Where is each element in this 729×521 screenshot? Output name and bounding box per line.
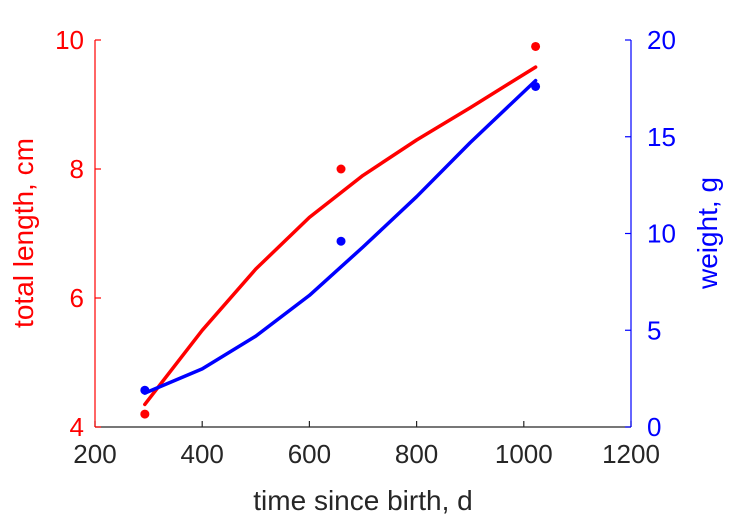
x-tick-label: 600 xyxy=(288,439,331,469)
left-tick-label: 4 xyxy=(70,412,84,442)
left-axis-label: total length, cm xyxy=(8,138,39,328)
right-axis-label: weight, g xyxy=(692,177,723,290)
right-data-point xyxy=(531,81,541,91)
left-tick-label: 8 xyxy=(70,154,84,184)
right-tick-group: 0 5 10 15 20 xyxy=(625,25,676,442)
x-tick-label: 400 xyxy=(181,439,224,469)
left-tick-label: 10 xyxy=(55,25,84,55)
right-tick-label: 20 xyxy=(647,25,676,55)
right-axis: 0 5 10 15 20 weight, g xyxy=(625,25,723,442)
left-data-point xyxy=(336,164,346,174)
x-axis-label: time since birth, d xyxy=(253,485,472,516)
right-tick-label: 10 xyxy=(647,219,676,249)
plot-area xyxy=(140,41,541,419)
x-axis: 200 400 600 800 1000 1200 time since birth, d xyxy=(73,421,660,516)
left-tick-label: 6 xyxy=(70,283,84,313)
x-tick-label: 800 xyxy=(395,439,438,469)
right-data-point xyxy=(140,385,150,395)
x-tick-label: 1200 xyxy=(602,439,660,469)
x-tick-label: 1000 xyxy=(495,439,553,469)
left-data-point xyxy=(531,41,541,51)
left-tick-group: 4 6 8 10 xyxy=(55,25,101,442)
left-axis: 4 6 8 10 total length, cm xyxy=(8,25,101,442)
left-data-point xyxy=(140,409,150,419)
x-tick-label: 200 xyxy=(73,439,116,469)
right-tick-label: 15 xyxy=(647,122,676,152)
right-tick-label: 5 xyxy=(647,315,661,345)
right-tick-label: 0 xyxy=(647,412,661,442)
right-fit-line xyxy=(143,78,538,395)
x-tick-group: 200 400 600 800 1000 1200 xyxy=(73,421,660,469)
right-data-point xyxy=(336,236,346,246)
left-fit-line xyxy=(143,65,538,407)
